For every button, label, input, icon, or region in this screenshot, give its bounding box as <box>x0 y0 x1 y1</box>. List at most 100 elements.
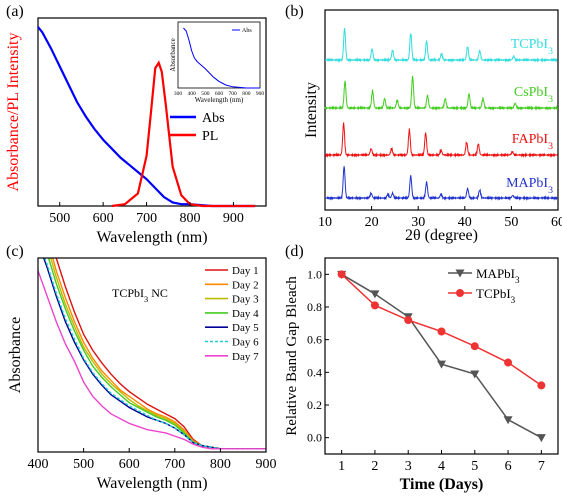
x-axis-label: Time (Days) <box>400 476 484 493</box>
x-axis-tick-label: 400 <box>28 457 49 472</box>
x-axis-tick-label: 600 <box>93 211 114 226</box>
series-label-mapbi3: MAPbI3 <box>506 176 553 196</box>
inset-y-label: Absorbance <box>169 38 177 71</box>
data-point-tcpbi3 <box>370 301 379 310</box>
series-label-cspbi3: CsPbI3 <box>514 85 553 105</box>
legend-label: TCPbI3 <box>476 286 516 305</box>
panel-label: (c) <box>6 243 24 260</box>
y-axis-tick-label: 0.4 <box>307 365 322 379</box>
x-axis-tick-label: 5 <box>471 459 478 474</box>
inset-abs-line <box>183 27 260 89</box>
data-point-mapbi3 <box>470 370 480 379</box>
panel-c: 400 500 600 700 800 900 Wavelength (nm) Absorba… <box>6 243 277 492</box>
series-line-day-7 <box>38 270 266 450</box>
series-line-day-6 <box>44 258 266 450</box>
y-axis-label: Absorbance/PL Intensity <box>5 33 22 192</box>
inset-tick-label: 700 <box>229 91 238 97</box>
y-axis-label: Relative Band Gap Bleach <box>284 276 300 436</box>
legend-label: Day 5 <box>232 322 259 334</box>
y-axis-label: Absorbance <box>7 317 24 393</box>
data-point-tcpbi3 <box>404 316 413 325</box>
x-axis-tick-label: 1 <box>338 459 345 474</box>
panel-label: (d) <box>285 243 304 260</box>
x-axis-tick-label: 60 <box>551 215 562 230</box>
y-axis-label: Intensity <box>303 82 320 138</box>
x-axis-tick-label: 800 <box>210 457 231 472</box>
series-line-abs <box>37 26 256 208</box>
y-axis-tick-label: 0.6 <box>307 333 322 347</box>
inset-tick-label: 800 <box>242 91 251 97</box>
data-point-mapbi3 <box>370 290 380 299</box>
plot-frame <box>37 257 267 453</box>
x-axis-tick-label: 50 <box>504 215 518 230</box>
x-axis-tick-label: 4 <box>438 459 445 474</box>
data-point-mapbi3 <box>503 416 513 425</box>
x-axis-tick-label: 500 <box>49 211 70 226</box>
y-axis-tick-label: 0.8 <box>307 300 322 314</box>
x-axis-tick-label: 900 <box>256 457 277 472</box>
plot-frame <box>324 257 559 455</box>
x-axis-tick-label: 700 <box>136 211 157 226</box>
x-axis-label: Wavelength (nm) <box>96 229 207 246</box>
data-point-mapbi3 <box>536 434 546 443</box>
data-point-tcpbi3 <box>537 381 546 390</box>
inset-tick-label: 900 <box>256 91 265 97</box>
x-axis-tick-label: 3 <box>405 459 412 474</box>
x-axis-label: 2θ (degree) <box>405 227 478 244</box>
xrd-pattern-fapbi3 <box>324 122 558 158</box>
legend-label-abs: Abs <box>202 111 225 126</box>
x-axis-tick-label: 900 <box>223 211 244 226</box>
legend-label-pl: PL <box>202 129 218 144</box>
inset-frame <box>177 21 261 89</box>
data-point-tcpbi3 <box>437 327 446 336</box>
legend-label: Day 7 <box>232 351 259 363</box>
y-axis-tick-label: 1.0 <box>307 267 322 281</box>
x-axis-tick-label: 30 <box>411 215 425 230</box>
series-label-fapbi3: FAPbI3 <box>512 132 553 152</box>
inset-tick-label: 400 <box>188 91 197 97</box>
annotation-text: TCPbI3 NC <box>112 286 168 304</box>
panel-a: 500 600 700 800 900 Wavelength (nm) Absorbance… <box>5 3 267 246</box>
data-point-mapbi3 <box>437 360 446 369</box>
x-axis-tick-label: 10 <box>318 215 332 230</box>
y-axis-tick-label: 0.0 <box>307 431 322 445</box>
legend-label: Day 1 <box>232 265 259 277</box>
panel-b: TCPbI3 CsPbI3 FAPbI3 MAPbI3 10 20 30 40 50 60 2θ (… <box>285 3 562 244</box>
data-point-tcpbi3 <box>470 342 479 351</box>
inset-tick-label: 600 <box>215 91 224 97</box>
data-point-tcpbi3 <box>337 270 346 279</box>
plot-frame <box>324 9 559 211</box>
xrd-pattern-cspbi3 <box>324 75 559 111</box>
x-axis-tick-label: 700 <box>164 457 185 472</box>
x-axis-tick-label: 800 <box>180 211 201 226</box>
panel-label: (a) <box>6 3 24 20</box>
series-label-tcpbi3: TCPbI3 <box>511 37 553 57</box>
x-axis-tick-label: 7 <box>538 459 545 474</box>
x-axis-label: Wavelength (nm) <box>96 475 207 492</box>
xrd-pattern-tcpbi3 <box>324 27 558 63</box>
inset-x-label: Wavelength (nm) <box>195 96 244 104</box>
x-axis-tick-label: 2 <box>371 459 378 474</box>
inset-tick-label: 500 <box>201 91 210 97</box>
inset-plot: 300 400 500 600 700 800 900 Wavelength (nm) Abso… <box>169 21 265 104</box>
x-axis-tick-label: 500 <box>73 457 94 472</box>
plot-area <box>38 258 266 450</box>
plot-frame <box>37 17 267 207</box>
legend-label: MAPbI3 <box>476 266 520 285</box>
inset-legend-label: Abs <box>242 28 252 34</box>
series-line-pl <box>111 60 256 208</box>
x-axis-tick-label: 600 <box>119 457 140 472</box>
legend-marker <box>455 269 465 278</box>
x-axis-tick-label: 6 <box>505 459 512 474</box>
legend-marker <box>456 289 464 297</box>
inset-tick-label: 300 <box>174 91 183 97</box>
legend-label: Day 3 <box>232 294 259 306</box>
x-axis-tick-label: 20 <box>365 215 379 230</box>
xrd-pattern-mapbi3 <box>324 166 558 201</box>
legend-label: Day 4 <box>232 308 259 320</box>
data-point-tcpbi3 <box>504 358 513 367</box>
y-axis-tick-label: 0.2 <box>307 398 322 412</box>
legend-label: Day 2 <box>232 279 259 291</box>
